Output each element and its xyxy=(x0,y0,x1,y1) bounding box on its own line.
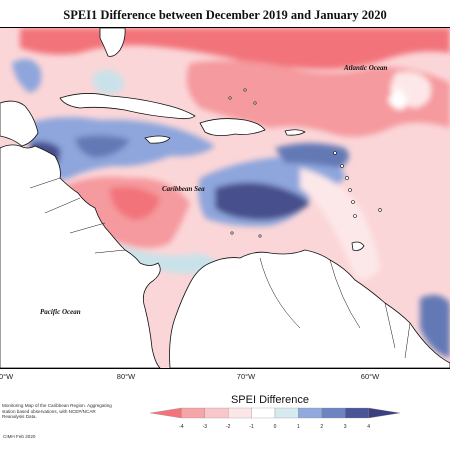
legend-cell xyxy=(345,407,369,419)
island-10 xyxy=(253,101,257,105)
dry-core-south xyxy=(110,186,160,220)
land-hispaniola xyxy=(199,118,266,136)
land-central-america xyxy=(0,144,161,368)
map-title: SPEI1 Difference between December 2019 a… xyxy=(63,8,387,22)
island-5 xyxy=(351,200,355,204)
land-puerto-rico xyxy=(284,129,306,136)
spei-map-canvas xyxy=(0,28,450,368)
legend-tick-label: -1 xyxy=(249,424,254,430)
legend-tick-label: -3 xyxy=(202,424,208,430)
map-description: Monitoring Map of the Caribbean Region. … xyxy=(2,403,112,420)
legend-tick-label: -4 xyxy=(179,424,184,430)
land-florida xyxy=(99,28,126,57)
land-jamaica xyxy=(144,135,171,144)
land-cuba xyxy=(59,93,196,120)
lon-tick-80w: 80°W xyxy=(116,372,136,381)
legend-cell xyxy=(368,407,400,419)
legend-cell xyxy=(251,407,276,419)
legend-cell xyxy=(228,407,252,419)
spei-map: Atlantic Ocean Caribbean Sea Pacific Oce… xyxy=(0,27,450,369)
legend-title: SPEI Difference xyxy=(230,394,310,406)
lon-tick-90w: 90°W xyxy=(0,372,14,381)
island-3 xyxy=(345,176,349,180)
legend-tick-label: 4 xyxy=(367,424,370,430)
legend-tick-label: -2 xyxy=(225,424,231,430)
map-credit: CIMH Feb 2020 xyxy=(3,434,36,439)
light-patch-east xyxy=(388,88,407,110)
legend-tick-label: 0 xyxy=(273,424,277,430)
wet-core-cuba xyxy=(75,135,130,158)
wet-zone-southeast xyxy=(420,294,450,358)
lon-tick-70w: 70°W xyxy=(236,372,256,381)
dry-zone-north xyxy=(20,28,450,70)
land-yucatan xyxy=(0,100,39,147)
island-9 xyxy=(243,88,247,92)
label-caribbean-sea: Caribbean Sea xyxy=(162,185,205,193)
legend-cell xyxy=(298,407,322,419)
legend-colorbar xyxy=(150,407,400,419)
island-4 xyxy=(348,188,352,192)
legend-tick-label: 2 xyxy=(320,424,324,430)
label-pacific-ocean: Pacific Ocean xyxy=(40,308,81,316)
legend-cell xyxy=(321,407,346,419)
land-south-america xyxy=(169,249,450,368)
wet-core-caribbean xyxy=(215,182,310,220)
legend-cell xyxy=(181,407,205,419)
border-lines-south xyxy=(259,257,411,359)
legend-cell xyxy=(274,407,299,419)
island-7 xyxy=(378,208,382,212)
dry-zone-atlantic xyxy=(186,60,450,137)
neutral-zone-southeast xyxy=(94,233,225,274)
wet-zone-antilles xyxy=(275,143,349,168)
land-trinidad xyxy=(351,241,365,251)
island-12 xyxy=(258,234,262,238)
wet-zone-bahamas xyxy=(92,69,125,95)
lon-tick-60w: 60°W xyxy=(360,372,380,381)
legend-tick-label: 3 xyxy=(343,424,347,430)
legend-tick-label: 1 xyxy=(297,424,300,430)
label-atlantic-ocean: Atlantic Ocean xyxy=(344,64,388,72)
wet-zone-gulf xyxy=(12,59,42,93)
island-1 xyxy=(333,151,337,155)
legend-cell xyxy=(204,407,229,419)
island-8 xyxy=(228,96,232,100)
border-lines-central xyxy=(29,177,126,254)
island-2 xyxy=(340,164,344,168)
legend-cell xyxy=(150,407,182,419)
neutral-strip-antilles xyxy=(300,168,380,280)
island-6 xyxy=(353,214,357,218)
island-11 xyxy=(230,231,234,235)
